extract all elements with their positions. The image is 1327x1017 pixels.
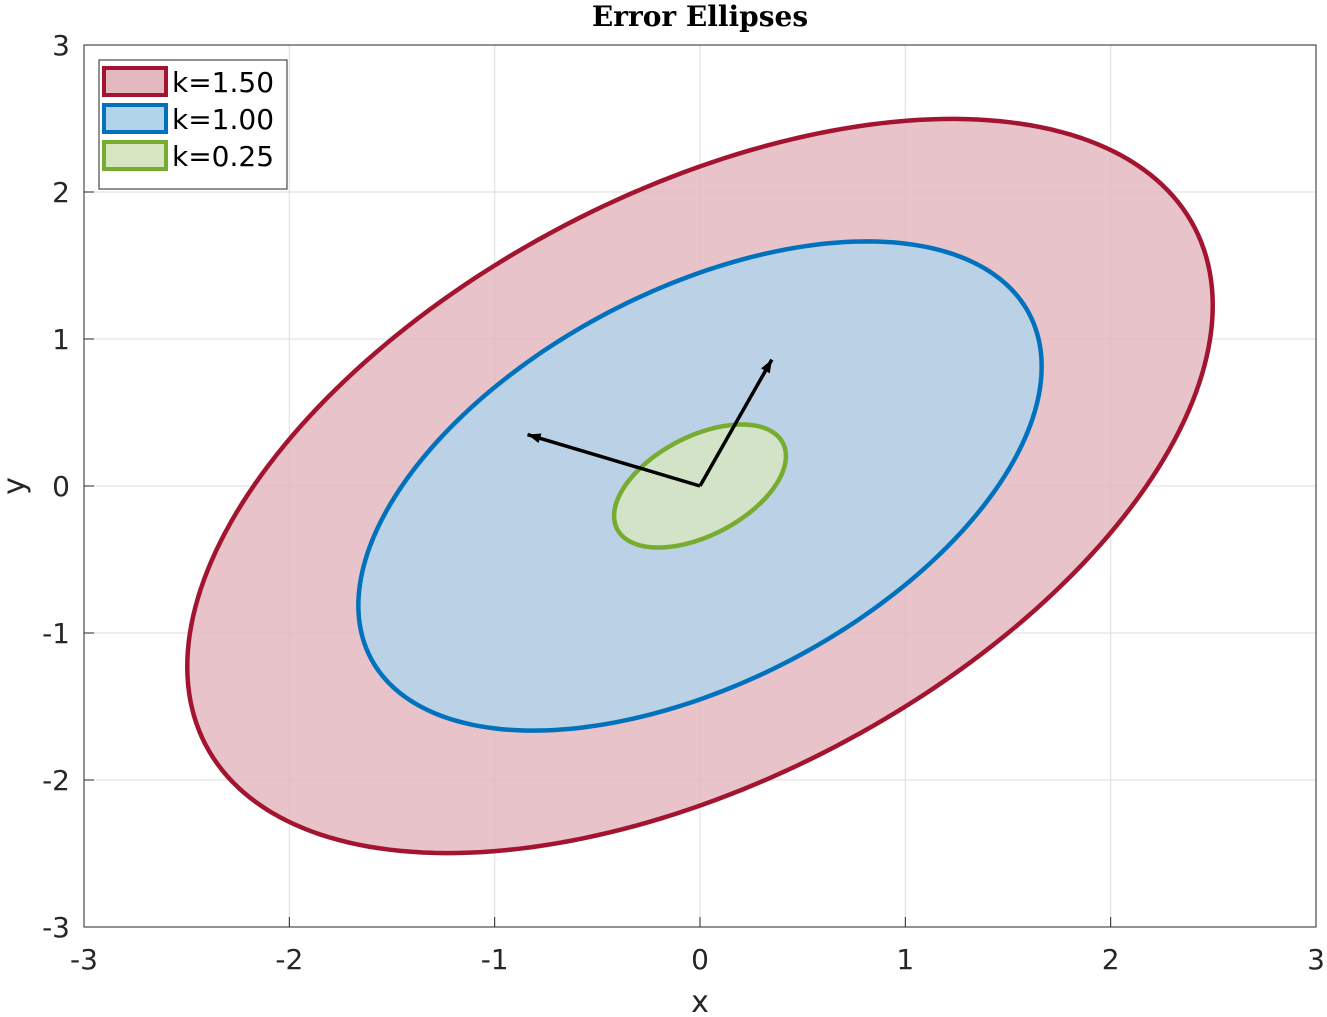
eigen-arrow-1 [527, 432, 701, 488]
x-tick-label-5: 2 [1102, 943, 1120, 976]
eigen-arrow-head-1 [527, 433, 542, 444]
x-tick-label-2: -1 [481, 943, 509, 976]
y-tick-label-2: -1 [42, 617, 70, 650]
eigen-arrow-0 [698, 358, 774, 487]
x-tick-label-6: 3 [1307, 943, 1325, 976]
y-tick-label-5: 2 [52, 176, 70, 209]
y-tick-label-6: 3 [52, 29, 70, 62]
x-axis-label: x [691, 985, 709, 1017]
arrow-layer [527, 358, 774, 488]
chart-title: Error Ellipses [592, 0, 808, 33]
axis-layer: -3 -2 -1 0 1 2 3 -3 -2 -1 0 1 2 3 [42, 29, 1325, 976]
y-tick-label-1: -2 [42, 764, 70, 797]
legend-label-2: k=0.25 [172, 140, 274, 173]
legend-swatch-0 [102, 66, 168, 97]
legend-swatch-1 [102, 103, 168, 134]
legend-swatch-2 [102, 140, 168, 171]
x-tick-label-1: -2 [275, 943, 303, 976]
legend: k=1.50 k=1.00 k=0.25 [98, 59, 288, 190]
x-tick-label-3: 0 [691, 943, 709, 976]
legend-label-0: k=1.50 [172, 66, 274, 99]
y-tick-label-4: 1 [52, 323, 70, 356]
y-axis-label: y [0, 477, 32, 495]
eigen-arrow-head-0 [761, 359, 772, 374]
x-tick-label-0: -3 [70, 943, 98, 976]
x-tick-label-4: 1 [896, 943, 914, 976]
y-tick-label-0: -3 [42, 911, 70, 944]
legend-label-1: k=1.00 [172, 103, 274, 136]
y-tick-label-3: 0 [52, 470, 70, 503]
